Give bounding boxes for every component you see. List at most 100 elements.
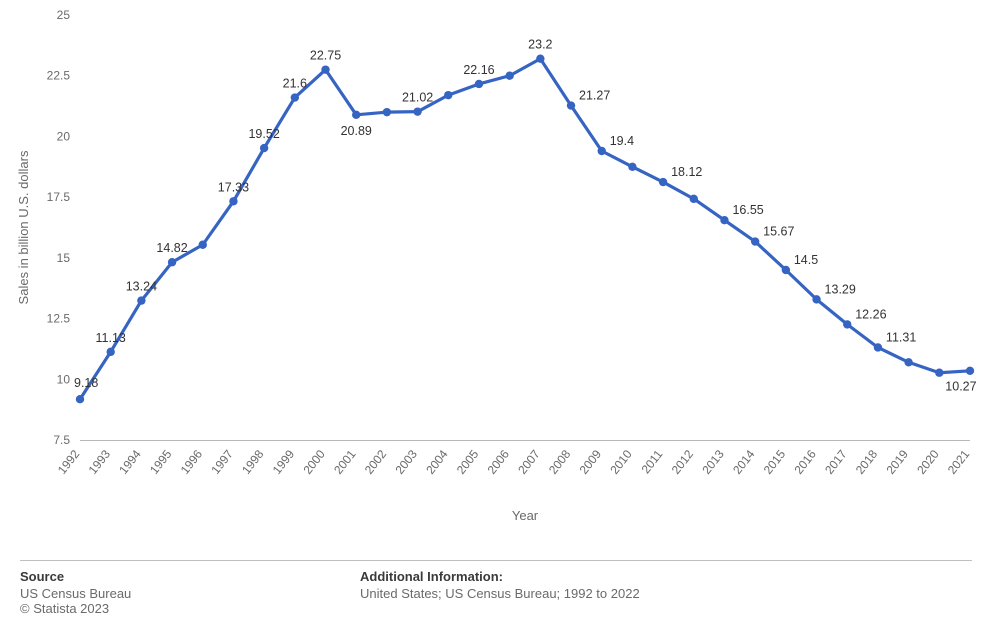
x-tick-label: 2009 [577,447,605,477]
chart-footer: Source US Census Bureau © Statista 2023 … [20,560,972,616]
data-label: 22.16 [463,63,494,77]
x-tick-label: 1995 [147,447,175,477]
data-label: 22.75 [310,49,341,63]
data-point[interactable] [291,93,299,101]
data-point[interactable] [598,147,606,155]
y-tick-label: 22.5 [47,69,71,83]
x-tick-label: 1997 [208,447,236,477]
data-point[interactable] [843,320,851,328]
data-label: 21.02 [402,91,433,105]
x-tick-label: 2004 [423,447,451,477]
data-point[interactable] [137,296,145,304]
data-label: 12.26 [855,307,886,321]
x-tick-label: 2000 [300,447,328,477]
data-point[interactable] [628,163,636,171]
data-point[interactable] [168,258,176,266]
data-point[interactable] [505,72,513,80]
data-point[interactable] [812,295,820,303]
x-tick-label: 2011 [639,447,666,476]
y-tick-label: 20 [57,129,71,143]
data-point[interactable] [383,108,391,116]
x-tick-label: 2013 [699,447,727,477]
data-label: 11.13 [96,331,126,345]
data-label: 23.2 [528,38,552,52]
data-point[interactable] [690,195,698,203]
data-point[interactable] [874,343,882,351]
data-label: 11.31 [886,330,916,344]
x-tick-label: 2010 [607,447,635,477]
data-point[interactable] [260,144,268,152]
y-tick-label: 17.5 [47,190,71,204]
x-tick-label: 2001 [331,447,359,477]
data-label: 20.89 [341,124,372,138]
info-header: Additional Information: [360,569,972,584]
y-tick-label: 10 [57,372,71,386]
data-point[interactable] [935,369,943,377]
x-tick-label: 2017 [822,447,850,477]
x-tick-label: 2007 [515,447,543,477]
source-block: Source US Census Bureau © Statista 2023 [20,569,360,616]
x-tick-label: 2014 [730,447,758,477]
x-tick-label: 2008 [546,447,574,477]
data-label: 10.27 [945,380,976,394]
x-axis-title: Year [512,508,539,523]
data-label: 13.24 [126,280,157,294]
source-header: Source [20,569,360,584]
data-label: 18.12 [671,165,702,179]
data-point[interactable] [904,358,912,366]
x-tick-label: 2015 [761,447,789,477]
x-tick-label: 1993 [86,447,114,477]
data-label: 13.29 [825,282,856,296]
y-tick-label: 15 [57,251,71,265]
x-tick-label: 2006 [485,447,513,477]
x-tick-label: 1996 [178,447,206,477]
data-point[interactable] [199,241,207,249]
info-line: United States; US Census Bureau; 1992 to… [360,586,972,601]
x-tick-label: 2016 [791,447,819,477]
data-point[interactable] [536,55,544,63]
data-point[interactable] [567,101,575,109]
data-point[interactable] [475,80,483,88]
data-label: 9.18 [74,376,98,390]
y-tick-label: 12.5 [47,312,71,326]
x-tick-label: 2019 [884,447,912,477]
data-point[interactable] [229,197,237,205]
x-tick-label: 1992 [55,447,83,477]
data-point[interactable] [321,65,329,73]
data-point[interactable] [782,266,790,274]
data-label: 16.55 [732,203,763,217]
y-axis-title: Sales in billion U.S. dollars [16,150,31,304]
data-point[interactable] [720,216,728,224]
x-tick-label: 2021 [945,447,973,477]
x-tick-label: 2020 [914,447,942,477]
data-label: 21.27 [579,89,610,103]
additional-info-block: Additional Information: United States; U… [360,569,972,616]
data-point[interactable] [106,348,114,356]
data-label: 14.82 [156,241,187,255]
data-label: 14.5 [794,253,818,267]
source-line: US Census Bureau [20,586,360,601]
data-point[interactable] [659,178,667,186]
data-label: 19.4 [610,134,634,148]
data-point[interactable] [444,91,452,99]
y-tick-label: 25 [57,8,71,22]
x-tick-label: 2003 [392,447,420,477]
data-series-line [80,59,970,399]
x-tick-label: 1998 [239,447,267,477]
data-label: 19.52 [248,127,279,141]
x-tick-label: 2012 [669,447,697,477]
x-tick-label: 1999 [270,447,298,477]
y-tick-label: 7.5 [53,433,70,447]
data-point[interactable] [413,107,421,115]
x-tick-label: 2002 [362,447,390,477]
x-tick-label: 1994 [116,447,144,477]
x-tick-label: 2018 [853,447,881,477]
data-point[interactable] [751,237,759,245]
data-point[interactable] [76,395,84,403]
x-tick-label: 2005 [454,447,482,477]
data-point[interactable] [966,367,974,375]
data-point[interactable] [352,111,360,119]
copyright-line: © Statista 2023 [20,601,360,616]
chart-container: 7.51012.51517.52022.52519921993199419951… [0,0,992,560]
data-label: 17.33 [218,180,249,194]
